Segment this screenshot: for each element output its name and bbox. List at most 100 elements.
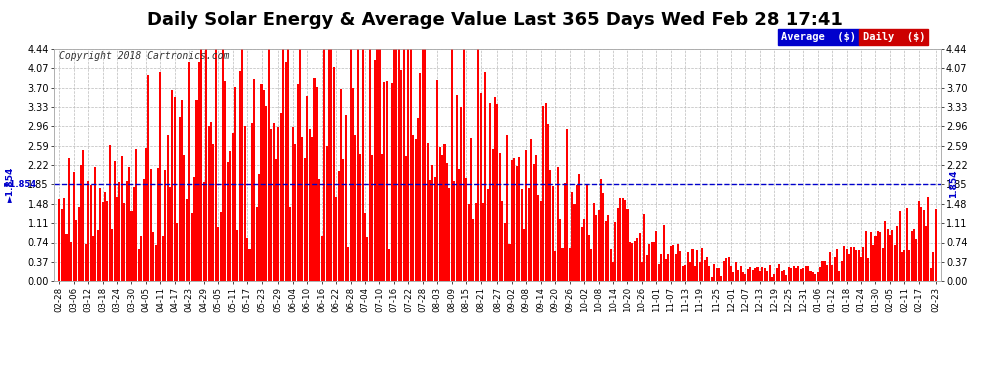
Bar: [807, 266, 809, 281]
Bar: [544, 104, 546, 281]
Bar: [605, 221, 607, 281]
Bar: [805, 266, 807, 281]
Bar: [884, 221, 886, 281]
Bar: [210, 122, 212, 281]
Bar: [721, 276, 723, 281]
Bar: [128, 167, 130, 281]
Bar: [617, 208, 619, 281]
Bar: [395, 49, 397, 281]
Bar: [102, 202, 104, 281]
Bar: [104, 192, 106, 281]
Bar: [704, 260, 706, 281]
Bar: [141, 236, 143, 281]
Bar: [662, 225, 664, 281]
Bar: [761, 267, 763, 281]
Bar: [176, 223, 178, 281]
Bar: [677, 244, 679, 281]
Bar: [109, 146, 111, 281]
Bar: [148, 75, 149, 281]
Bar: [829, 252, 831, 281]
Bar: [559, 219, 561, 281]
Bar: [444, 144, 446, 281]
Bar: [77, 207, 79, 281]
Bar: [60, 210, 62, 281]
Bar: [316, 87, 318, 281]
Bar: [549, 170, 551, 281]
Bar: [740, 266, 742, 281]
Bar: [665, 259, 667, 281]
Bar: [612, 262, 614, 281]
Bar: [501, 201, 503, 281]
Bar: [306, 96, 308, 281]
Bar: [694, 266, 696, 281]
Bar: [547, 124, 549, 281]
Text: 1.854: 1.854: [949, 170, 958, 198]
Bar: [701, 248, 703, 281]
Bar: [188, 62, 190, 281]
Bar: [265, 106, 267, 281]
Bar: [422, 49, 424, 281]
Bar: [797, 266, 800, 281]
Bar: [509, 244, 511, 281]
Bar: [467, 204, 469, 281]
Bar: [425, 49, 427, 281]
Bar: [891, 230, 893, 281]
Bar: [810, 271, 812, 281]
Bar: [222, 49, 224, 281]
Bar: [237, 230, 239, 281]
Bar: [564, 183, 566, 281]
Bar: [75, 220, 77, 281]
Bar: [174, 97, 176, 281]
Bar: [253, 79, 255, 281]
Text: Daily  ($): Daily ($): [862, 32, 925, 42]
Bar: [733, 272, 735, 281]
Bar: [429, 180, 431, 281]
Bar: [415, 139, 417, 281]
Bar: [523, 229, 525, 281]
Bar: [159, 72, 161, 281]
Bar: [123, 203, 126, 281]
Bar: [571, 192, 573, 281]
Bar: [299, 49, 301, 281]
Bar: [852, 248, 854, 281]
Bar: [540, 201, 542, 281]
Bar: [321, 236, 323, 281]
Bar: [260, 84, 262, 281]
Bar: [68, 158, 70, 281]
Bar: [593, 202, 595, 281]
Bar: [615, 222, 617, 281]
Bar: [648, 244, 650, 281]
Bar: [817, 272, 819, 281]
Bar: [735, 262, 737, 281]
Bar: [393, 49, 395, 281]
Bar: [458, 169, 460, 281]
Bar: [133, 187, 135, 281]
Bar: [850, 247, 852, 281]
Bar: [728, 257, 730, 281]
Bar: [641, 262, 643, 281]
Text: ►1.854: ►1.854: [6, 166, 15, 202]
Bar: [513, 158, 516, 281]
Bar: [116, 196, 118, 281]
Bar: [333, 67, 335, 281]
Bar: [556, 167, 558, 281]
Bar: [450, 49, 452, 281]
Bar: [644, 214, 645, 281]
Bar: [205, 50, 207, 281]
Bar: [149, 169, 151, 281]
Bar: [834, 256, 836, 281]
Bar: [843, 246, 845, 281]
Bar: [386, 81, 388, 281]
Bar: [220, 212, 222, 281]
Bar: [193, 177, 195, 281]
Bar: [684, 266, 686, 281]
Bar: [857, 250, 859, 281]
Bar: [773, 274, 775, 281]
Bar: [280, 113, 282, 281]
Bar: [270, 129, 272, 281]
Bar: [349, 49, 351, 281]
Bar: [742, 272, 744, 281]
Bar: [277, 127, 279, 281]
Bar: [97, 230, 99, 281]
Bar: [726, 258, 728, 281]
